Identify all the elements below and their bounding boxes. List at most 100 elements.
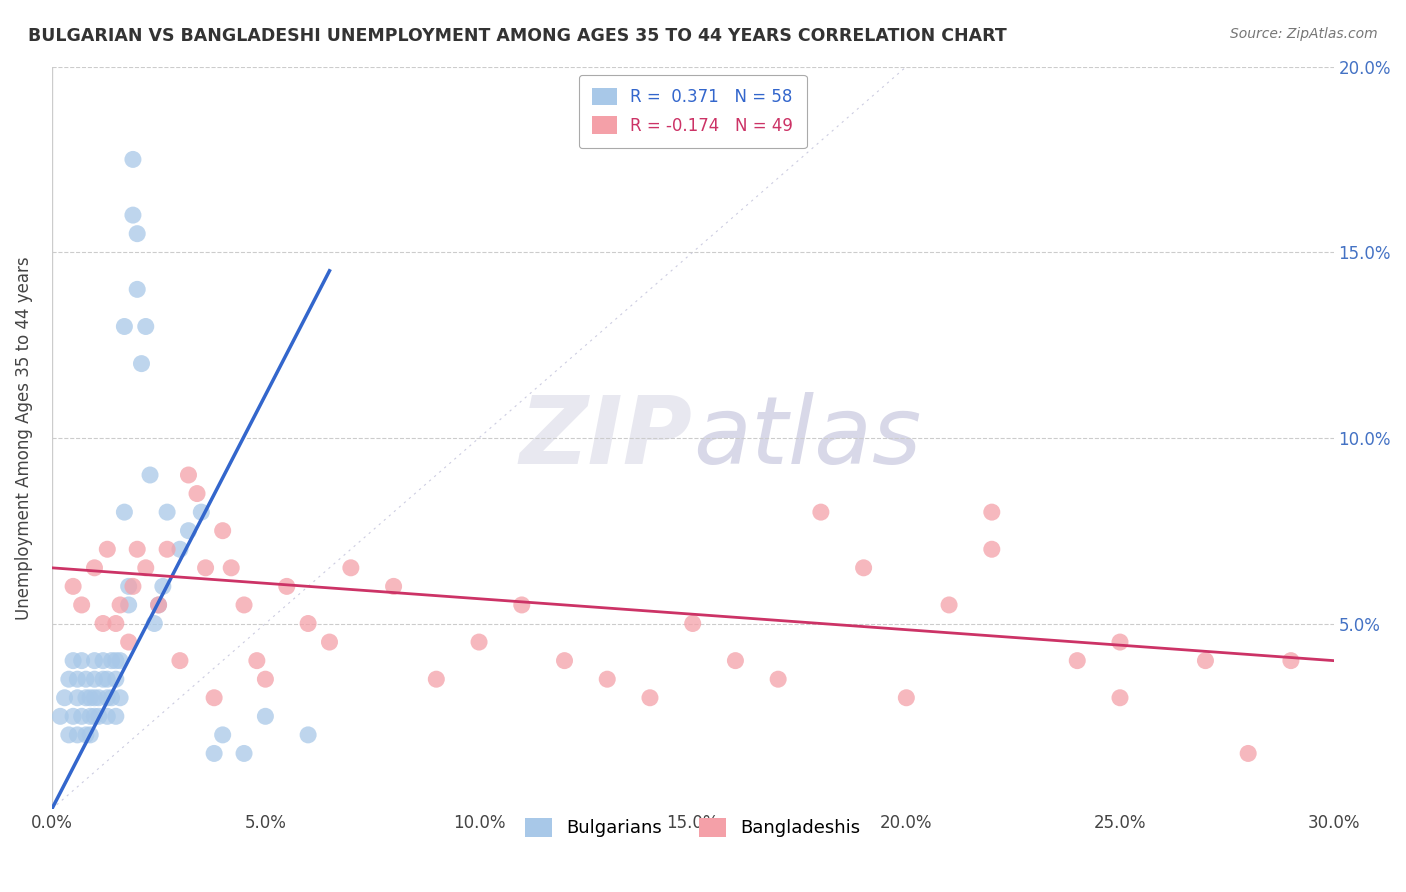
- Point: [75, 672, 97, 686]
- Point: [340, 561, 363, 575]
- Point: [382, 579, 405, 593]
- Point: [75, 728, 97, 742]
- Point: [91, 616, 114, 631]
- Point: [112, 319, 135, 334]
- Point: [62, 579, 84, 593]
- Point: [177, 524, 200, 538]
- Point: [169, 542, 191, 557]
- Point: [810, 505, 832, 519]
- Point: [135, 561, 157, 575]
- Point: [87, 690, 110, 705]
- Point: [75, 690, 97, 705]
- Point: [70, 654, 93, 668]
- Point: [254, 672, 277, 686]
- Point: [70, 709, 93, 723]
- Y-axis label: Unemployment Among Ages 35 to 44 years: Unemployment Among Ages 35 to 44 years: [15, 256, 32, 620]
- Point: [104, 672, 127, 686]
- Point: [980, 505, 1002, 519]
- Legend: Bulgarians, Bangladeshis: Bulgarians, Bangladeshis: [517, 811, 868, 845]
- Point: [100, 690, 122, 705]
- Point: [96, 690, 118, 705]
- Point: [66, 728, 89, 742]
- Point: [62, 709, 84, 723]
- Point: [1066, 654, 1088, 668]
- Point: [108, 654, 131, 668]
- Point: [127, 227, 149, 241]
- Point: [211, 524, 233, 538]
- Point: [896, 690, 918, 705]
- Point: [553, 654, 575, 668]
- Point: [118, 635, 141, 649]
- Point: [108, 598, 131, 612]
- Text: ZIP: ZIP: [520, 392, 693, 483]
- Point: [148, 598, 170, 612]
- Point: [83, 672, 105, 686]
- Point: [122, 153, 145, 167]
- Point: [58, 728, 80, 742]
- Point: [156, 542, 179, 557]
- Point: [254, 709, 277, 723]
- Point: [1237, 747, 1260, 761]
- Point: [83, 690, 105, 705]
- Point: [62, 654, 84, 668]
- Point: [766, 672, 789, 686]
- Point: [169, 654, 191, 668]
- Point: [233, 747, 256, 761]
- Point: [127, 282, 149, 296]
- Point: [104, 616, 127, 631]
- Point: [468, 635, 491, 649]
- Point: [190, 505, 212, 519]
- Point: [1109, 635, 1132, 649]
- Point: [96, 672, 118, 686]
- Point: [49, 709, 72, 723]
- Point: [108, 690, 131, 705]
- Point: [118, 579, 141, 593]
- Point: [118, 598, 141, 612]
- Point: [96, 709, 118, 723]
- Point: [66, 672, 89, 686]
- Point: [852, 561, 875, 575]
- Point: [135, 319, 157, 334]
- Point: [596, 672, 619, 686]
- Point: [131, 357, 153, 371]
- Point: [122, 208, 145, 222]
- Point: [682, 616, 704, 631]
- Point: [58, 672, 80, 686]
- Point: [1109, 690, 1132, 705]
- Point: [66, 690, 89, 705]
- Point: [79, 728, 101, 742]
- Point: [104, 654, 127, 668]
- Text: atlas: atlas: [693, 392, 921, 483]
- Point: [112, 505, 135, 519]
- Point: [83, 654, 105, 668]
- Point: [202, 747, 225, 761]
- Point: [638, 690, 661, 705]
- Point: [297, 728, 319, 742]
- Point: [156, 505, 179, 519]
- Point: [79, 709, 101, 723]
- Point: [297, 616, 319, 631]
- Point: [91, 654, 114, 668]
- Text: BULGARIAN VS BANGLADESHI UNEMPLOYMENT AMONG AGES 35 TO 44 YEARS CORRELATION CHAR: BULGARIAN VS BANGLADESHI UNEMPLOYMENT AM…: [28, 27, 1007, 45]
- Point: [938, 598, 960, 612]
- Point: [104, 709, 127, 723]
- Text: Source: ZipAtlas.com: Source: ZipAtlas.com: [1230, 27, 1378, 41]
- Point: [1194, 654, 1216, 668]
- Point: [246, 654, 269, 668]
- Point: [186, 486, 208, 500]
- Point: [202, 690, 225, 705]
- Point: [122, 579, 145, 593]
- Point: [724, 654, 747, 668]
- Point: [70, 598, 93, 612]
- Point: [219, 561, 242, 575]
- Point: [83, 561, 105, 575]
- Point: [53, 690, 76, 705]
- Point: [83, 709, 105, 723]
- Point: [100, 654, 122, 668]
- Point: [510, 598, 533, 612]
- Point: [127, 542, 149, 557]
- Point: [143, 616, 166, 631]
- Point: [79, 690, 101, 705]
- Point: [87, 709, 110, 723]
- Point: [194, 561, 217, 575]
